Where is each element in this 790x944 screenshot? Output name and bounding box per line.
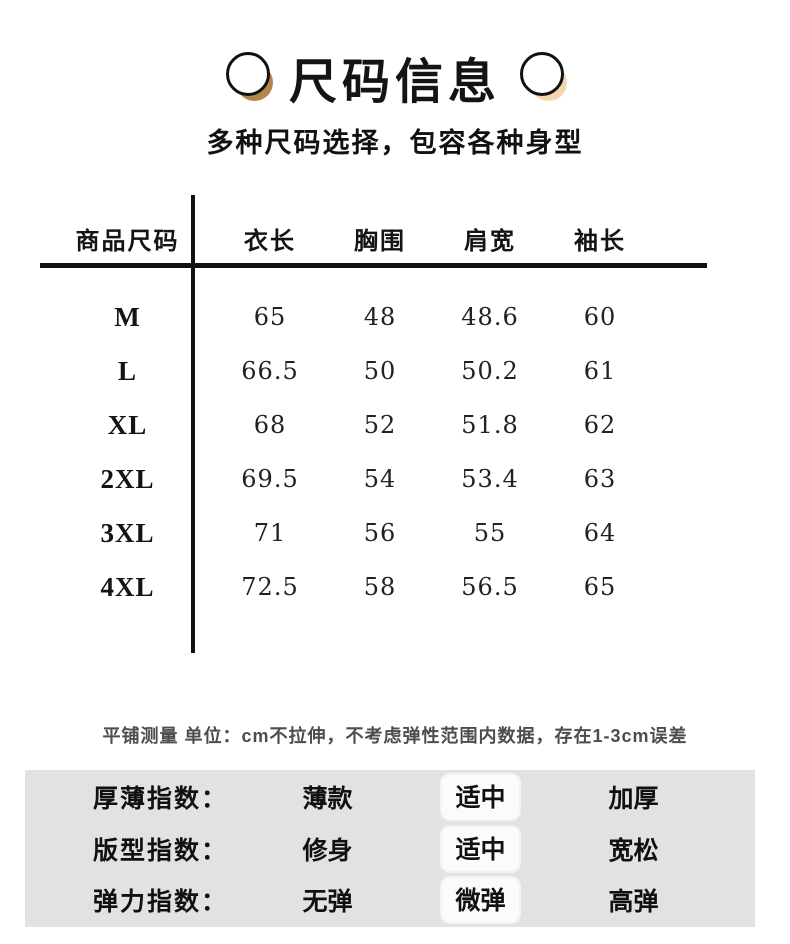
shoulder-value: 50.2 [461, 357, 519, 385]
index-option-active: 微弹 [404, 875, 557, 924]
decor-circle-right-icon [517, 49, 567, 105]
index-label: 弹力指数： [93, 887, 229, 916]
length-value: 71 [253, 519, 287, 547]
decor-circle-left-ring [225, 52, 270, 96]
index-option: 薄款 [302, 785, 353, 814]
col-header-length: 衣长 [244, 227, 296, 255]
table-header-divider [40, 263, 707, 268]
chest-value: 56 [363, 519, 397, 547]
sleeve-value: 63 [583, 465, 617, 493]
decor-circle-right-ring [520, 52, 564, 96]
length-value: 65 [253, 303, 287, 331]
sleeve-value: 62 [583, 411, 617, 439]
size-table-header: 商品尺码 衣长 胸围 肩宽 袖长 [40, 212, 655, 264]
index-option: 宽松 [608, 836, 659, 865]
index-option: 加厚 [608, 785, 659, 814]
size-label: XL [107, 409, 148, 440]
length-value: 72.5 [241, 573, 299, 601]
size-table: 商品尺码 衣长 胸围 肩宽 袖长 M 65 48 48.6 60 L 66.5 … [40, 212, 655, 614]
sleeve-value: 60 [583, 303, 617, 331]
index-label: 厚薄指数： [93, 785, 229, 814]
decor-circle-left-icon [223, 49, 273, 105]
active-option-box: 适中 [440, 824, 521, 873]
active-option-box: 微弹 [440, 875, 521, 924]
size-table-body: M 65 48 48.6 60 L 66.5 50 50.2 61 XL 68 … [40, 290, 655, 614]
index-option: 修身 [302, 836, 353, 865]
size-label: 4XL [100, 571, 155, 602]
table-row: 4XL 72.5 58 56.5 65 [40, 560, 655, 614]
col-header-size: 商品尺码 [75, 227, 180, 255]
length-value: 66.5 [241, 357, 299, 385]
page-title: 尺码信息 [288, 56, 501, 109]
table-row: XL 68 52 51.8 62 [40, 398, 655, 452]
chest-value: 58 [363, 573, 397, 601]
index-row-elasticity: 弹力指数： 无弹 微弹 高弹 [25, 875, 755, 924]
table-row: M 65 48 48.6 60 [40, 290, 655, 344]
measurement-note: 平铺测量 单位：cm不拉伸，不考虑弹性范围内数据，存在1-3cm误差 [102, 726, 688, 746]
chest-value: 48 [363, 303, 397, 331]
index-row-thickness: 厚薄指数： 薄款 适中 加厚 [25, 773, 755, 822]
shoulder-value: 55 [473, 519, 507, 547]
index-option-active: 适中 [404, 773, 557, 822]
col-header-chest: 胸围 [354, 227, 406, 255]
size-label: L [117, 355, 137, 386]
index-panel: 厚薄指数： 薄款 适中 加厚 版型指数： 修身 适中 宽松 弹力指数： 无弹 微… [25, 770, 755, 927]
table-row: 3XL 71 56 55 64 [40, 506, 655, 560]
page-title-row: 尺码信息 [0, 44, 790, 110]
shoulder-value: 53.4 [461, 465, 519, 493]
sleeve-value: 61 [583, 357, 617, 385]
size-label: 2XL [100, 463, 155, 494]
col-header-shoulder: 肩宽 [464, 227, 516, 255]
table-row: L 66.5 50 50.2 61 [40, 344, 655, 398]
length-value: 69.5 [241, 465, 299, 493]
sleeve-value: 65 [583, 573, 617, 601]
size-label: M [114, 301, 141, 332]
chest-value: 52 [363, 411, 397, 439]
index-option: 高弹 [608, 887, 659, 916]
index-row-fit: 版型指数： 修身 适中 宽松 [25, 824, 755, 873]
size-label: 3XL [100, 517, 155, 548]
index-option: 无弹 [302, 887, 353, 916]
chest-value: 54 [363, 465, 397, 493]
shoulder-value: 56.5 [461, 573, 519, 601]
page-subtitle: 多种尺码选择，包容各种身型 [206, 128, 584, 158]
table-row: 2XL 69.5 54 53.4 63 [40, 452, 655, 506]
sleeve-value: 64 [583, 519, 617, 547]
index-option-active: 适中 [404, 824, 557, 873]
shoulder-value: 48.6 [461, 303, 519, 331]
table-vertical-divider [191, 195, 195, 653]
col-header-sleeve: 袖长 [574, 227, 626, 255]
shoulder-value: 51.8 [461, 411, 519, 439]
chest-value: 50 [363, 357, 397, 385]
index-label: 版型指数： [93, 836, 229, 865]
active-option-box: 适中 [440, 773, 521, 822]
length-value: 68 [253, 411, 287, 439]
